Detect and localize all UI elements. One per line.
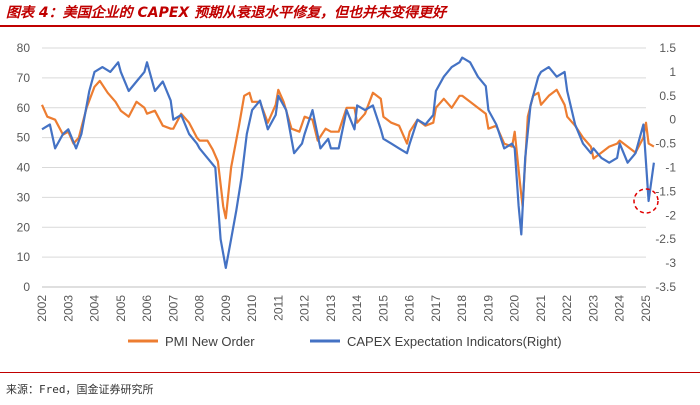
right-tick-label-8: 0.5 <box>659 89 676 103</box>
left-tick-label-3: 30 <box>17 190 31 204</box>
left-tick-label-0: 0 <box>23 280 30 294</box>
left-tick-label-4: 40 <box>17 161 31 175</box>
right-tick-label-0: -3.5 <box>655 280 676 294</box>
x-tick-label-2: 2004 <box>88 295 102 322</box>
x-tick-label-20: 2022 <box>560 295 574 322</box>
left-tick-label-5: 50 <box>17 131 31 145</box>
left-tick-label-8: 80 <box>17 41 31 55</box>
left-tick-label-6: 60 <box>17 101 31 115</box>
x-tick-label-3: 2005 <box>114 295 128 322</box>
series-capex-expectation-line <box>41 56 655 269</box>
x-tick-label-21: 2023 <box>586 295 600 322</box>
x-tick-label-10: 2012 <box>298 295 312 322</box>
x-tick-label-5: 2007 <box>166 295 180 322</box>
x-tick-label-9: 2011 <box>271 295 285 321</box>
x-tick-label-0: 2002 <box>35 295 49 322</box>
x-tick-label-11: 2013 <box>324 295 338 322</box>
x-tick-label-6: 2008 <box>193 295 207 322</box>
highlight-circle <box>633 188 659 214</box>
left-tick-label-7: 70 <box>17 71 31 85</box>
legend: PMI New Order CAPEX Expectation Indicato… <box>128 334 562 349</box>
right-tick-label-4: -1.5 <box>655 184 676 198</box>
legend-capex-label: CAPEX Expectation Indicators(Right) <box>347 334 562 349</box>
footer-rule <box>0 372 700 373</box>
series-pmi-new-order-line <box>40 79 655 220</box>
right-tick-label-6: -0.5 <box>655 137 676 151</box>
chart-title: 图表 4：美国企业的 CAPEX 预期从衰退水平修复，但也并未变得更好 <box>6 5 447 21</box>
x-tick-label-18: 2020 <box>508 295 522 322</box>
x-tick-label-23: 2025 <box>639 295 653 322</box>
x-tick-label-19: 2021 <box>534 295 548 322</box>
x-tick-label-7: 2009 <box>219 295 233 322</box>
source-note: 来源：Fred，国金证券研究所 <box>6 383 154 396</box>
right-tick-label-2: -2.5 <box>655 232 676 246</box>
x-tick-label-4: 2006 <box>140 295 154 322</box>
right-tick-label-3: -2 <box>665 208 676 222</box>
x-tick-label-17: 2019 <box>481 295 495 322</box>
title-rule <box>0 25 700 27</box>
series-group <box>40 56 655 269</box>
left-tick-label-2: 20 <box>17 220 31 234</box>
x-tick-label-13: 2015 <box>376 295 390 322</box>
gridlines <box>42 47 646 288</box>
x-axis: 2002 2003 2004 2005 2006 2007 2008 2009 2010 2011… <box>35 286 653 322</box>
x-tick-label-8: 2010 <box>245 295 259 322</box>
x-tick-label-1: 2003 <box>61 295 75 322</box>
right-tick-label-10: 1.5 <box>659 41 676 55</box>
x-tick-label-16: 2018 <box>455 295 469 322</box>
right-tick-label-5: -1 <box>665 161 676 175</box>
x-tick-label-22: 2024 <box>613 295 627 322</box>
left-tick-label-1: 10 <box>17 250 31 264</box>
right-tick-label-1: -3 <box>665 256 676 270</box>
x-tick-label-14: 2016 <box>403 295 417 322</box>
x-tick-label-12: 2014 <box>350 295 364 322</box>
x-tick-label-15: 2017 <box>429 295 443 322</box>
legend-pmi-label: PMI New Order <box>165 334 255 349</box>
right-tick-label-9: 1 <box>669 65 676 79</box>
right-tick-label-7: 0 <box>669 113 676 127</box>
left-axis: 0 10 20 30 40 50 60 70 80 <box>17 41 31 294</box>
right-axis: -3.5 -3 -2.5 -2 -1.5 -1 -0.5 0 0.5 1 1.5 <box>655 41 676 294</box>
